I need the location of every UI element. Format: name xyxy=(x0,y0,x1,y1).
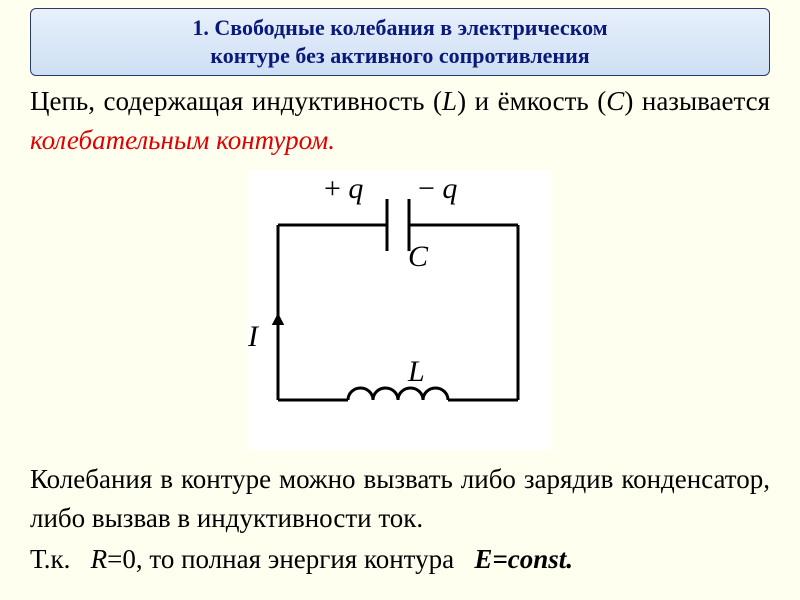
title-line2: контуре без активного сопротивления xyxy=(210,43,589,68)
section-title: 1. Свободные колебания в электрическом к… xyxy=(30,8,770,76)
paragraph-energy: Т.к. R=0, то полная энергия контура E=co… xyxy=(30,540,770,579)
paragraph-oscillations: Колебания в контуре можно вызвать либо з… xyxy=(30,460,770,538)
lc-circuit-diagram: + + qq − q C I L xyxy=(248,170,552,450)
circuit-svg xyxy=(248,170,552,450)
label-I: I xyxy=(248,320,258,354)
paragraph-definition: Цепь, содержащая индуктивность (L) и ёмк… xyxy=(30,82,770,160)
label-minus-q: − q xyxy=(418,172,457,206)
label-plus-q: + + qq xyxy=(324,172,363,206)
text: Цепь, содержащая индуктивность ( xyxy=(30,86,442,116)
text: ) и ёмкость ( xyxy=(457,86,606,116)
equation-E-const: E=const. xyxy=(474,544,573,574)
text: ) называется xyxy=(624,86,770,116)
symbol-L: L xyxy=(442,86,457,116)
symbol-R: R xyxy=(91,544,108,574)
text: =0, то полная энергия контура xyxy=(107,544,461,574)
symbol-C: C xyxy=(606,86,624,116)
title-line1: 1. Свободные колебания в электрическом xyxy=(192,15,607,40)
label-L: L xyxy=(408,355,425,389)
text: Т.к. xyxy=(30,544,77,574)
term-highlight: колебательным контуром. xyxy=(30,125,335,155)
label-C: C xyxy=(408,240,428,274)
